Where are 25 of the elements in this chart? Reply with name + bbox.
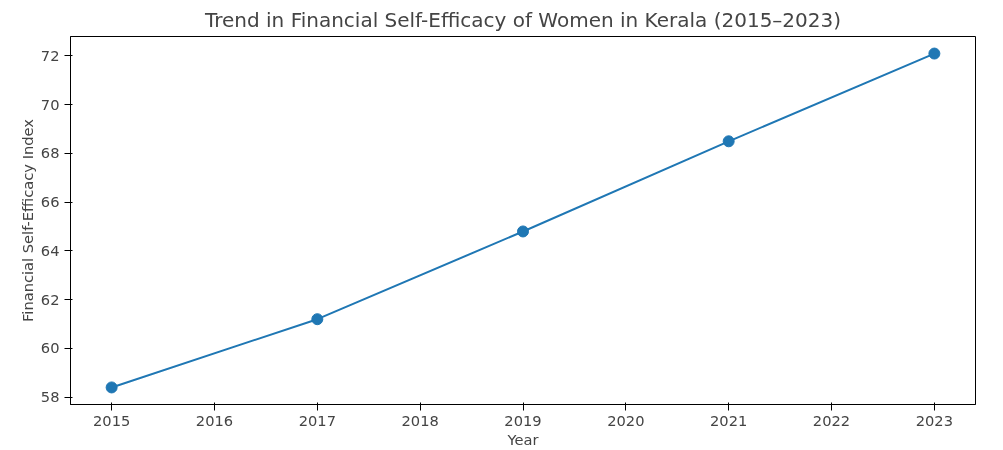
point [517,225,529,238]
chart-title: Trend in Financial Self-Efficacy of Women in Kerala (2015–2023) [203,7,842,32]
y-tick-label: 70 [40,95,60,113]
x-tick-label: 2021 [710,411,748,429]
x-tick-label: 2016 [195,411,234,429]
y-tick-label: 58 [40,388,60,406]
point [928,47,941,60]
x-tick-label: 2017 [298,411,336,429]
y-tick-label: 62 [40,290,60,308]
point [311,313,324,326]
x-tick-label: 2020 [607,411,645,429]
x-tick-label: 2019 [504,411,542,429]
y-tick-label: 64 [40,241,60,259]
y-axis-title: Financial Self-Efficacy Index [18,118,36,323]
point [105,381,118,394]
y-tick-label: 66 [40,193,60,211]
x-axis-title: Year [506,430,540,448]
x-tick-label: 2018 [401,411,439,429]
y-tick-label: 68 [40,144,60,162]
y-tick-label: 60 [40,339,60,357]
point [722,135,735,148]
x-tick-label: 2023 [915,411,954,429]
x-tick-label: 2022 [812,411,851,429]
y-tick-label: 72 [40,47,60,64]
x-tick-label: 2015 [92,411,131,429]
